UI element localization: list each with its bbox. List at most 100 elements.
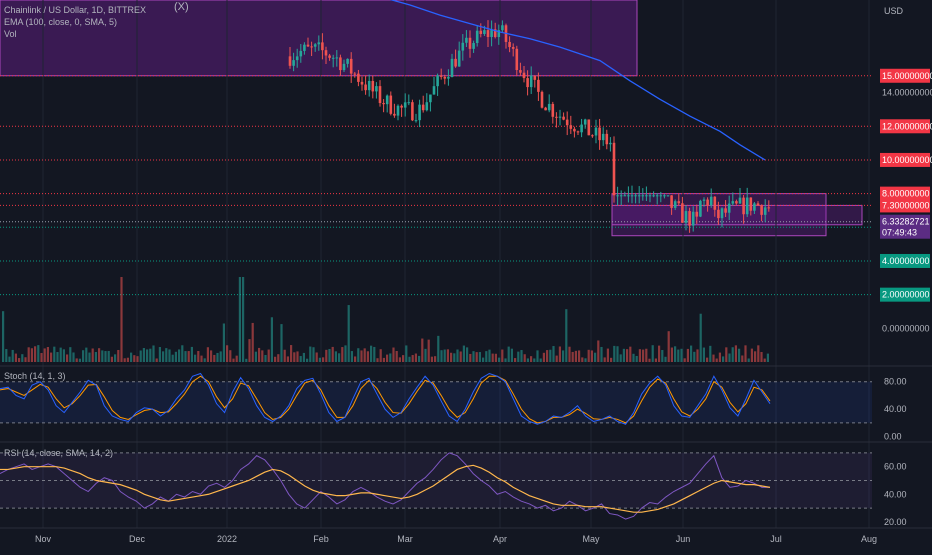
currency-label: USD xyxy=(884,6,904,16)
rsi-legend[interactable]: RSI (14, close, SMA, 14, 2) xyxy=(4,448,114,458)
volume-bar xyxy=(661,350,664,362)
volume-bar xyxy=(194,354,197,362)
candle-body xyxy=(616,195,619,197)
time-tick-1: Dec xyxy=(129,534,146,544)
volume-bar xyxy=(34,346,37,362)
volume-bar xyxy=(120,277,123,362)
volume-bar xyxy=(181,345,184,362)
volume-bar xyxy=(117,349,120,362)
volume-bar xyxy=(440,350,443,362)
volume-bar xyxy=(430,356,433,362)
volume-bar xyxy=(37,345,40,362)
volume-bar xyxy=(760,352,763,362)
volume-bar xyxy=(485,351,488,362)
candle-body xyxy=(569,125,573,129)
volume-bar xyxy=(379,349,382,362)
candle-body xyxy=(519,70,522,73)
volume-bar xyxy=(315,352,318,362)
time-tick-6: May xyxy=(582,534,600,544)
candle-body xyxy=(382,103,385,105)
symbol-legend[interactable]: Chainlink / US Dollar, 1D, BITTREX xyxy=(4,5,147,15)
volume-bar xyxy=(459,351,462,362)
volume-bar xyxy=(286,356,289,362)
rsi-line xyxy=(0,452,770,520)
volume-bar xyxy=(539,358,542,362)
candle-body xyxy=(457,50,461,67)
candle-body xyxy=(735,201,738,204)
candle-body xyxy=(472,43,475,49)
volume-bar xyxy=(667,331,670,362)
volume-bar xyxy=(658,345,661,362)
candle-body xyxy=(454,58,457,67)
volume-bar xyxy=(27,347,30,362)
volume-bar xyxy=(213,354,216,362)
candle-body xyxy=(389,95,393,114)
stoch-legend[interactable]: Stoch (14, 1, 3) xyxy=(4,371,66,381)
candle-body xyxy=(533,75,537,80)
candle-body xyxy=(328,55,331,58)
candle-body xyxy=(627,195,630,197)
ema-legend[interactable]: EMA (100, close, 0, SMA, 5) xyxy=(4,17,118,27)
candle-body xyxy=(360,81,364,85)
volume-bar xyxy=(616,346,619,362)
volume-bar xyxy=(229,350,232,362)
stoch-tick-0: 80.00 xyxy=(884,377,907,387)
volume-bar xyxy=(626,349,629,362)
candle-body xyxy=(393,113,396,116)
candle-body xyxy=(652,195,655,197)
volume-bar xyxy=(517,351,520,362)
candle-body xyxy=(749,197,753,211)
volume-bar xyxy=(635,355,638,362)
volume-bar xyxy=(238,277,241,362)
volume-bar xyxy=(75,358,78,362)
volume-bar xyxy=(728,353,731,362)
volume-bar xyxy=(632,353,635,362)
volume-bar xyxy=(613,345,616,362)
volume-bar xyxy=(642,349,645,362)
volume-bar xyxy=(360,350,363,362)
volume-bar xyxy=(610,357,613,362)
price-tick-1: 0.00000000 xyxy=(882,323,930,333)
rsi-ma-line xyxy=(0,464,771,513)
candle-body xyxy=(310,46,313,48)
volume-bar xyxy=(712,354,715,362)
rsi-tick-1: 40.00 xyxy=(884,489,907,499)
volume-bar xyxy=(174,351,177,362)
candle-body xyxy=(497,30,501,38)
candle-body xyxy=(547,103,551,111)
candle-body xyxy=(468,37,472,49)
volume-bar xyxy=(533,358,536,362)
candle-body xyxy=(515,48,519,71)
volume-bar xyxy=(206,347,209,362)
volume-bar xyxy=(18,358,21,362)
candle-body xyxy=(573,128,576,132)
candle-body xyxy=(558,116,562,118)
candle-body xyxy=(447,77,450,79)
volume-bar xyxy=(104,351,107,362)
level-tag-label-4: 7.30000000 xyxy=(882,200,930,210)
volume-bar xyxy=(46,346,49,362)
volume-bar xyxy=(766,353,769,362)
volume-legend[interactable]: Vol xyxy=(4,29,17,39)
candle-body xyxy=(317,42,321,45)
time-tick-9: Aug xyxy=(861,534,877,544)
candle-body xyxy=(396,105,400,116)
volume-bar xyxy=(718,352,721,362)
candle-body xyxy=(641,195,645,197)
candle-body xyxy=(288,56,292,66)
volume-bar xyxy=(114,354,117,362)
volume-bar xyxy=(50,352,53,362)
volume-bar xyxy=(510,348,513,362)
candle-body xyxy=(717,209,720,219)
volume-bar xyxy=(331,346,334,362)
candle-body xyxy=(295,56,299,61)
candle-body xyxy=(432,86,436,95)
volume-bar xyxy=(21,354,24,362)
volume-bar xyxy=(24,357,27,362)
volume-bar xyxy=(373,346,376,362)
volume-bar xyxy=(341,347,344,362)
candle-body xyxy=(292,60,295,66)
candle-body xyxy=(688,211,691,226)
candle-body xyxy=(349,58,353,74)
volume-bar xyxy=(248,339,251,362)
